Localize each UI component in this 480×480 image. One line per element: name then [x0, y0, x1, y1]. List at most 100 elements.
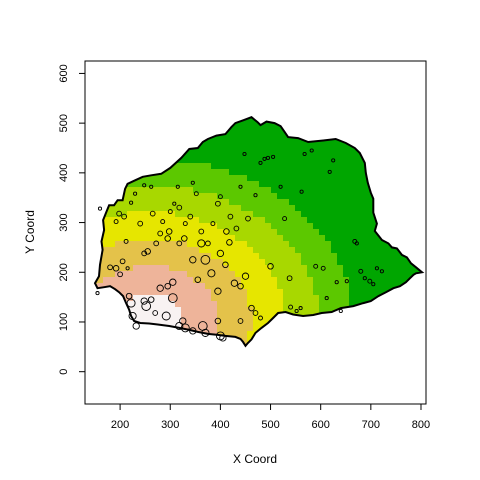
surface-cell [277, 211, 284, 218]
surface-cell [265, 283, 272, 290]
surface-cell [265, 217, 272, 224]
surface-cell [139, 271, 146, 278]
data-point [358, 268, 364, 274]
data-point [113, 219, 119, 225]
surface-cell [319, 193, 326, 200]
surface-cell [343, 295, 350, 302]
surface-cell [343, 175, 350, 182]
surface-cell [139, 217, 146, 224]
surface-cell [331, 223, 338, 230]
data-point [180, 323, 190, 333]
surface-cell [349, 283, 356, 290]
surface-cell [187, 289, 194, 296]
surface-cell [307, 307, 314, 314]
surface-cell [409, 265, 416, 272]
surface-cell [295, 145, 302, 152]
surface-cell [229, 331, 236, 338]
surface-cell [145, 313, 152, 320]
surface-cell [373, 247, 380, 254]
surface-cell [127, 241, 134, 248]
data-point [181, 235, 188, 242]
surface-cell [199, 289, 206, 296]
surface-cell [199, 307, 206, 314]
surface-cell [199, 271, 206, 278]
surface-cell [259, 235, 266, 242]
surface-cell [163, 241, 170, 248]
surface-cell [355, 211, 362, 218]
surface-cell [139, 253, 146, 260]
surface-cell [139, 289, 146, 296]
surface-cell [115, 217, 122, 224]
surface-cell [205, 199, 212, 206]
surface-cell [229, 175, 236, 182]
surface-cell [307, 199, 314, 206]
surface-cell [325, 163, 332, 170]
surface-cell [139, 229, 146, 236]
surface-cell [247, 241, 254, 248]
surface-cell [139, 193, 146, 200]
surface-cell [193, 211, 200, 218]
surface-cell [181, 235, 188, 242]
surface-cell [271, 145, 278, 152]
surface-cell [259, 217, 266, 224]
surface-cell [301, 247, 308, 254]
surface-cell [181, 283, 188, 290]
surface-cell [157, 313, 164, 320]
surface-cell [355, 229, 362, 236]
surface-cell [169, 217, 176, 224]
surface-cell [163, 175, 170, 182]
surface-cell [223, 139, 230, 146]
surface-cell [229, 277, 236, 284]
surface-cell [157, 187, 164, 194]
surface-cell [211, 283, 218, 290]
data-point [226, 239, 233, 246]
y-tick-label: 500 [58, 114, 70, 132]
surface-cell [211, 277, 218, 284]
surface-cell [235, 205, 242, 212]
surface-cell [319, 301, 326, 308]
surface-cell [211, 205, 218, 212]
surface-cell [253, 265, 260, 272]
x-tick-label: 700 [362, 419, 380, 431]
surface-cell [133, 265, 140, 272]
surface-cell [175, 175, 182, 182]
surface-cell [121, 277, 128, 284]
surface-cell [355, 217, 362, 224]
surface-cell [157, 217, 164, 224]
surface-cell [313, 193, 320, 200]
surface-cell [169, 235, 176, 242]
surface-cell [301, 235, 308, 242]
surface-cell [247, 187, 254, 194]
data-point [137, 220, 144, 227]
surface-cell [331, 217, 338, 224]
surface-cell [289, 163, 296, 170]
surface-cell [259, 127, 266, 134]
data-point [144, 248, 151, 255]
surface-cell [205, 187, 212, 194]
surface-cell [301, 301, 308, 308]
data-point [123, 238, 129, 244]
surface-cell [223, 319, 230, 326]
surface-cell [331, 205, 338, 212]
data-point [374, 266, 379, 271]
surface-cell [355, 295, 362, 302]
surface-cell [343, 235, 350, 242]
surface-cell [247, 259, 254, 266]
surface-cell [145, 199, 152, 206]
surface-cell [295, 253, 302, 260]
surface-cell [211, 247, 218, 254]
surface-cell [241, 187, 248, 194]
surface-cell [145, 247, 152, 254]
surface-cell [271, 271, 278, 278]
data-point [107, 264, 113, 271]
surface-cell [151, 199, 158, 206]
surface-cell [169, 175, 176, 182]
y-axis-title: Y Coord [23, 210, 37, 254]
surface-cell [235, 145, 242, 152]
surface-cell [361, 205, 368, 212]
sample-points [95, 148, 384, 342]
surface-cell [265, 289, 272, 296]
surface-cell [181, 217, 188, 224]
surface-cell [277, 301, 284, 308]
surface-cell [217, 163, 224, 170]
